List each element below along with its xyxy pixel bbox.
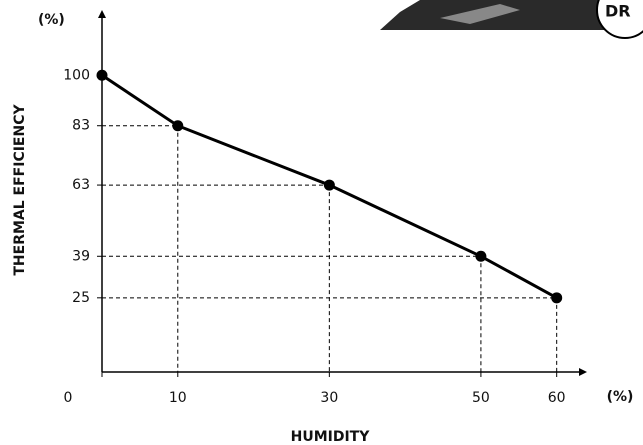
point bbox=[97, 70, 108, 81]
x-tick-label: 0 bbox=[64, 390, 73, 406]
x-tick-label: 30 bbox=[320, 390, 338, 406]
y-tick-label: 39 bbox=[72, 248, 90, 264]
y-tick-label: 83 bbox=[72, 118, 90, 134]
x-axis-label: HUMIDITY bbox=[291, 429, 371, 445]
x-tick-label: 10 bbox=[169, 390, 187, 406]
point bbox=[551, 292, 562, 303]
x-axis-arrow bbox=[579, 368, 587, 376]
corner-badge-text: DR bbox=[605, 2, 631, 21]
y-tick-label: 63 bbox=[72, 177, 90, 193]
point bbox=[172, 120, 183, 131]
y-axis-arrow bbox=[98, 10, 106, 18]
point bbox=[475, 251, 486, 262]
page: {"chart_data": {"type": "line", "x_label… bbox=[0, 0, 643, 445]
x-tick-label: 60 bbox=[548, 390, 566, 406]
x-tick-label: 50 bbox=[472, 390, 490, 406]
x-unit: (%) bbox=[607, 389, 634, 405]
point bbox=[324, 180, 335, 191]
y-tick-label: 100 bbox=[63, 67, 90, 83]
y-unit: (%) bbox=[38, 12, 65, 28]
chart: DR (%) (%) HUMIDITY THERMAL EFFICIENCY 2… bbox=[0, 0, 643, 445]
y-axis-label: THERMAL EFFICIENCY bbox=[12, 104, 28, 276]
y-tick-label: 25 bbox=[72, 290, 90, 306]
